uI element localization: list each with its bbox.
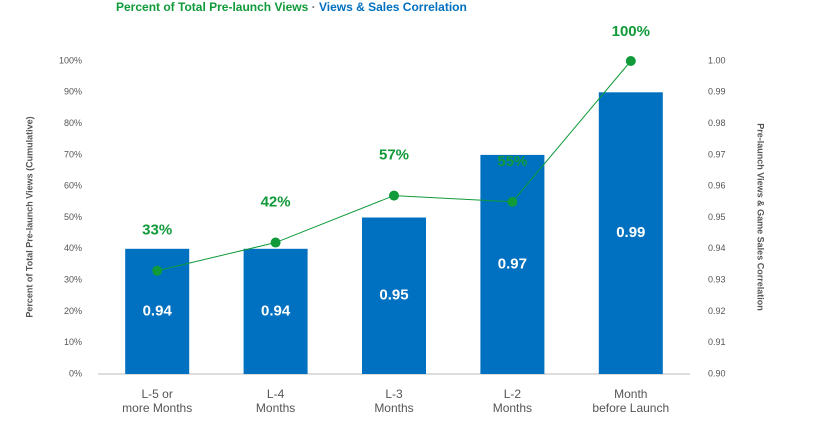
y2-tick-label: 0.97 <box>708 149 726 159</box>
bar-value-label: 0.97 <box>498 255 527 272</box>
y-axis-label: Percent of Total Pre-launch Views (Cumul… <box>24 116 34 317</box>
y2-tick-label: 0.93 <box>708 274 726 284</box>
y2-tick-label: 0.91 <box>708 337 726 347</box>
line-value-label: 42% <box>261 194 291 211</box>
bar <box>598 92 663 375</box>
y2-tick-label: 0.90 <box>708 368 726 378</box>
line-value-label: 55% <box>497 153 527 170</box>
line-value-label: 57% <box>379 147 409 164</box>
bar-value-label: 0.94 <box>143 302 173 319</box>
x-tick-label: L-3 Months <box>374 387 414 415</box>
bar-value-label: 0.95 <box>379 287 408 304</box>
bar-value-label: 0.94 <box>261 302 291 319</box>
x-tick-label: L-2 Months <box>492 387 533 415</box>
legend-line: Percent of Total Pre-launch Views <box>116 0 309 14</box>
y-tick-label: 80% <box>64 118 82 128</box>
y2-tick-label: 0.95 <box>708 212 726 222</box>
y-tick-label: 100% <box>59 55 82 65</box>
y-tick-label: 10% <box>64 337 82 347</box>
y-tick-label: 20% <box>64 306 82 316</box>
y-tick-label: 50% <box>64 212 82 222</box>
line-point <box>389 190 399 201</box>
y-tick-label: 90% <box>64 87 82 97</box>
chart-title: Percent of Total Pre-launch Views · View… <box>116 0 467 14</box>
y2-tick-label: 0.94 <box>708 243 726 253</box>
y2-tick-label: 0.98 <box>708 118 726 128</box>
x-tick-label: L-4 Months <box>255 387 296 415</box>
bar-value-label: 0.99 <box>616 224 645 241</box>
y-tick-label: 70% <box>64 149 82 159</box>
y2-axis-label: Pre-launch Views & Game Sales Correlatio… <box>756 123 766 310</box>
y-tick-label: 40% <box>64 243 82 253</box>
y2-tick-label: 0.92 <box>708 306 726 316</box>
y-tick-label: 30% <box>64 274 82 284</box>
line-value-label: 100% <box>612 23 650 40</box>
y2-tick-label: 0.99 <box>708 87 726 97</box>
line-point <box>625 56 636 66</box>
line-point <box>507 196 518 207</box>
line-point <box>152 265 163 276</box>
legend-separator: · <box>311 0 316 14</box>
y-tick-label: 60% <box>64 181 82 191</box>
x-tick-label: Month before Launch <box>592 387 670 415</box>
line-point <box>270 237 281 248</box>
y2-tick-label: 1.00 <box>708 55 726 65</box>
bar <box>480 154 545 374</box>
bar <box>362 217 426 374</box>
line-value-label: 33% <box>142 222 172 239</box>
legend-bar: Views & Sales Correlation <box>318 0 467 14</box>
y-tick-label: 0% <box>69 368 82 378</box>
x-tick-label: L-5 or more Months <box>122 387 193 415</box>
bar <box>243 248 308 374</box>
y2-tick-label: 0.96 <box>708 181 726 191</box>
